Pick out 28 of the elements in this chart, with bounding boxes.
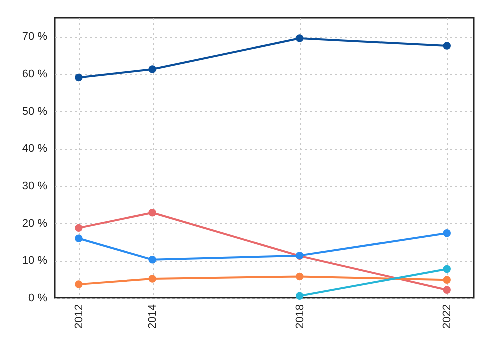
y-tick-label: 10 % [22,255,48,268]
y-tick-label: 50 % [22,106,48,118]
point [75,280,83,288]
point [296,34,304,42]
y-tick-label: 0 % [28,292,48,304]
point [443,276,451,284]
x-tick-label: 2022 [442,304,454,329]
point [148,209,156,217]
point [296,292,304,300]
y-tick-label: 30 % [22,180,48,192]
point [75,234,83,243]
x-tick-label: 2014 [147,304,160,329]
point [443,265,451,274]
point [148,275,156,283]
y-tick-label: 20 % [22,218,48,230]
point [148,256,156,264]
y-tick-label: 40 % [22,143,48,156]
y-tick-label: 70 % [22,31,48,44]
point [75,224,83,232]
y-tick-label: 60 % [22,68,48,80]
point [75,74,83,82]
x-tick-label: 2012 [73,304,86,329]
point [443,230,451,238]
point [443,42,451,50]
point [443,286,451,294]
point [148,66,156,74]
x-tick-label: 2018 [294,304,306,329]
point [296,272,304,281]
